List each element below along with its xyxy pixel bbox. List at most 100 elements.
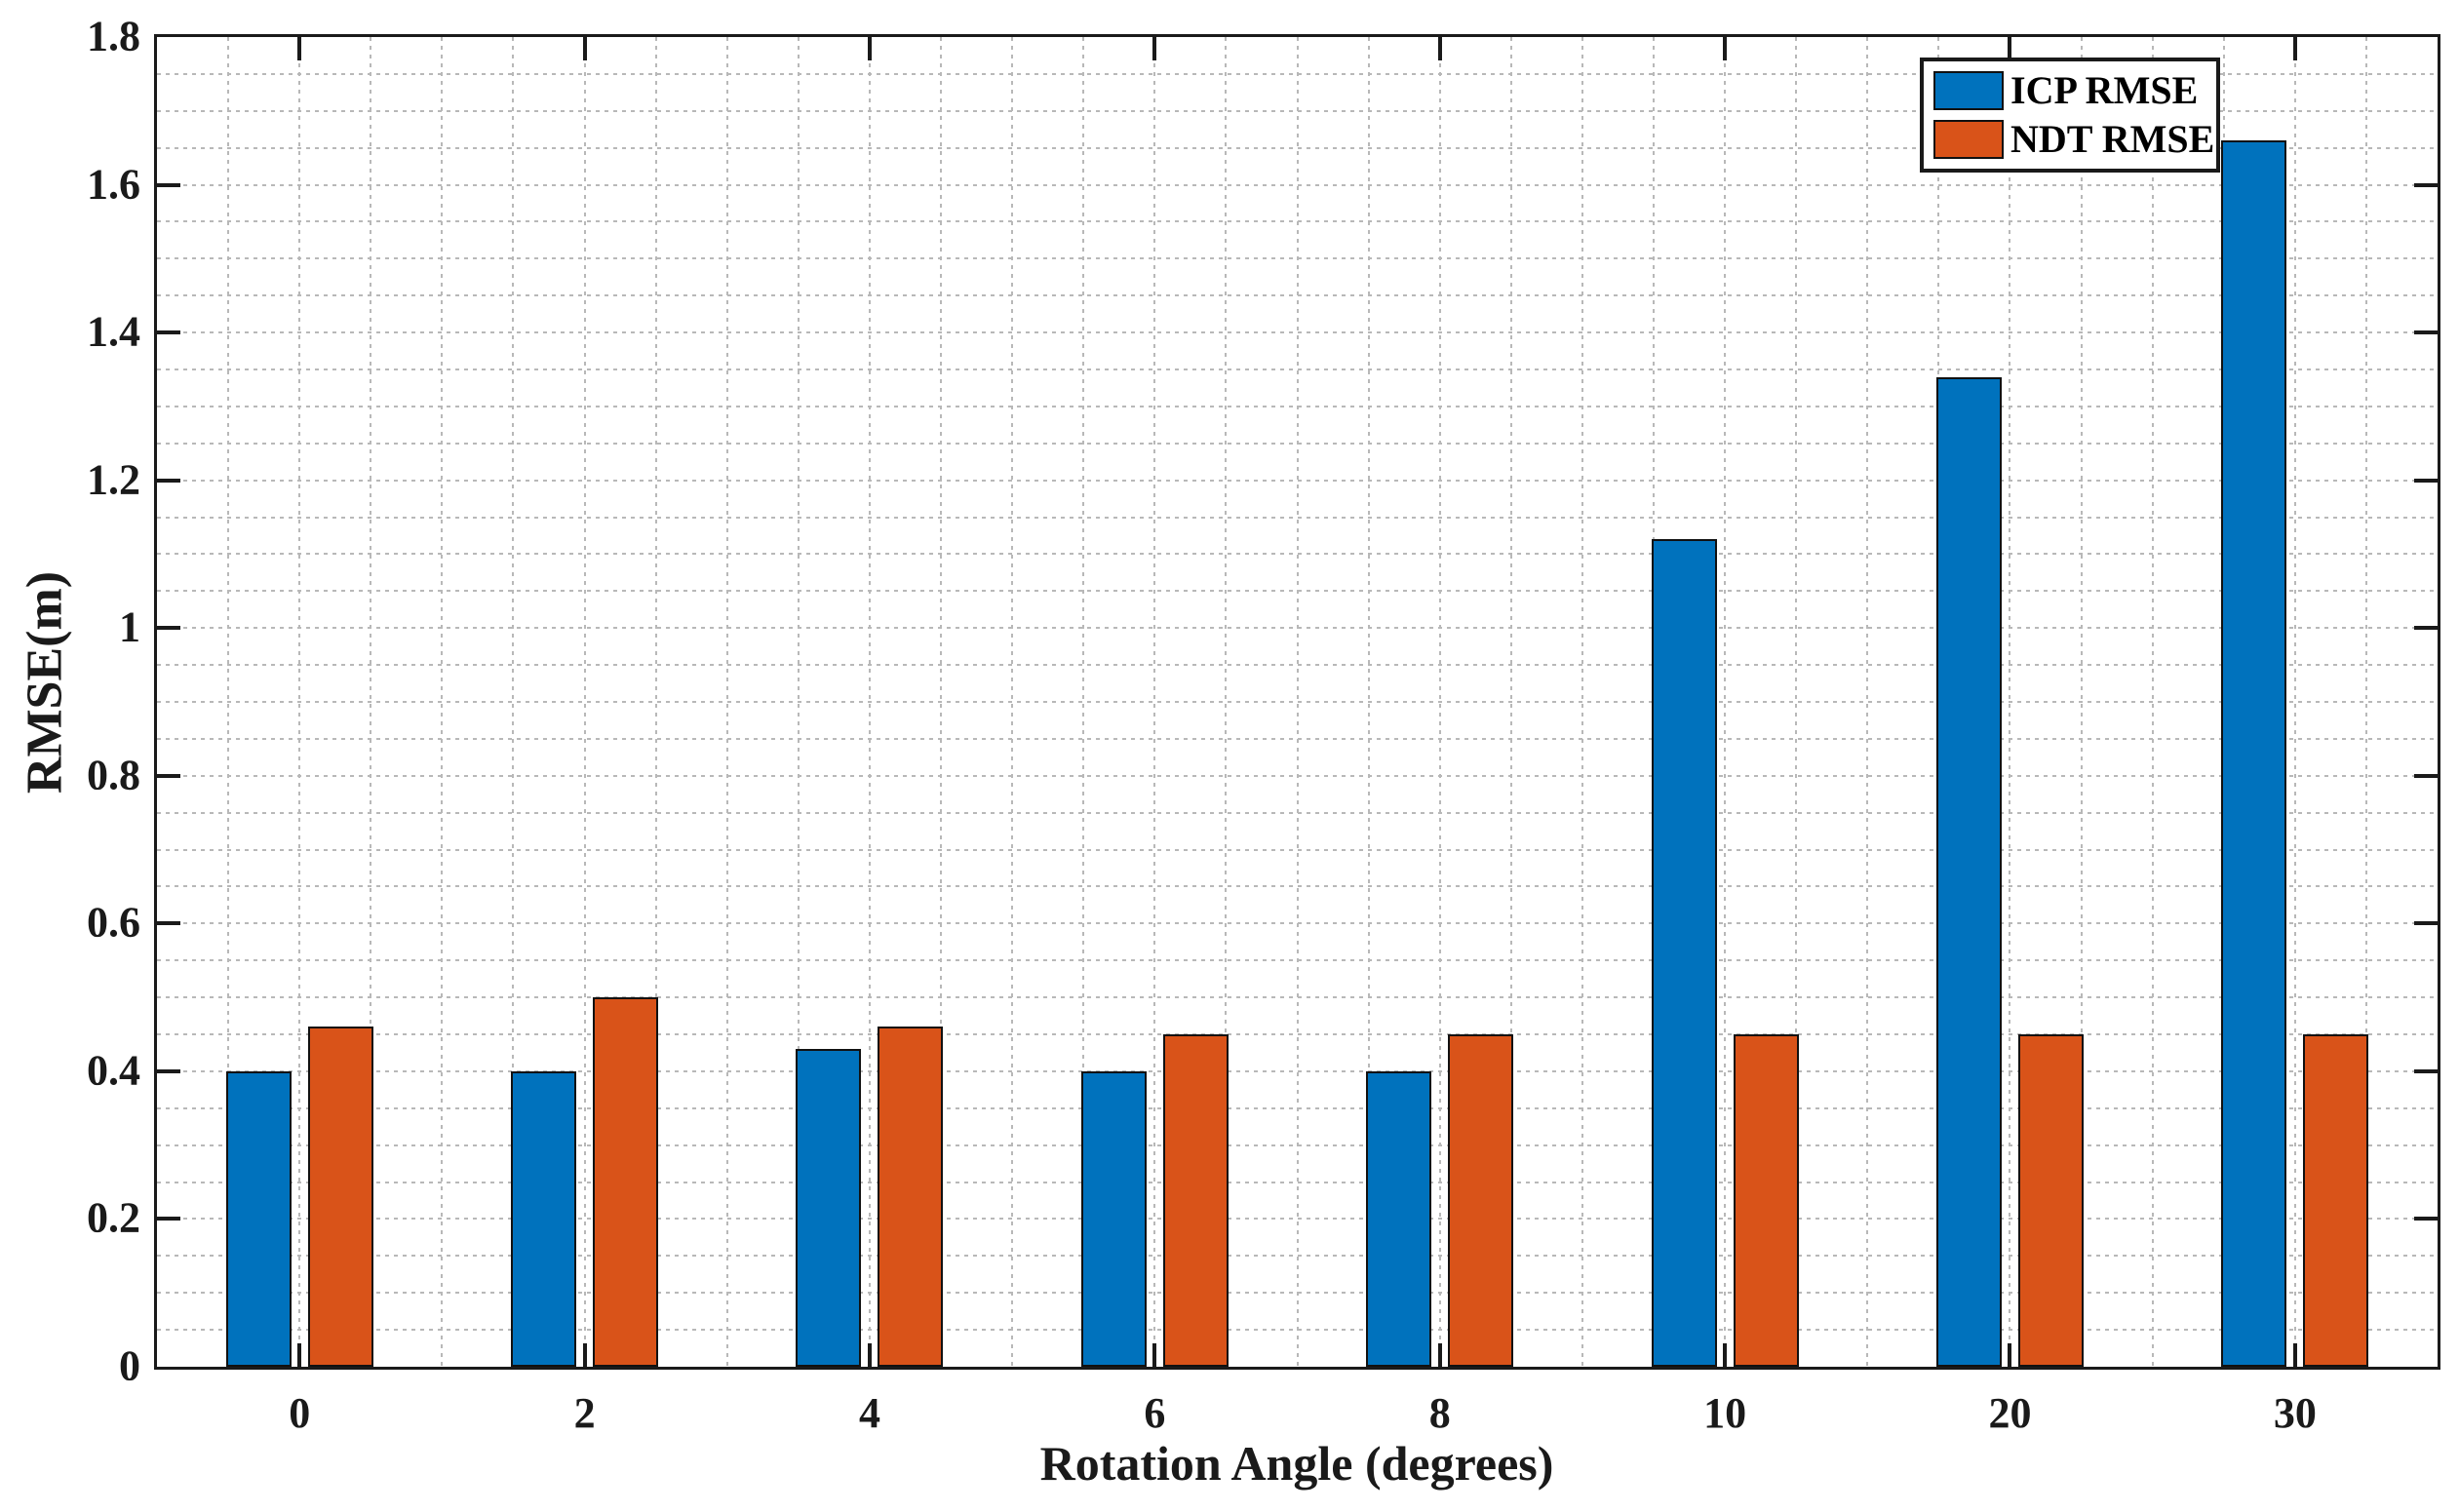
y-major-tick-right: [2414, 921, 2438, 926]
x-major-tick-bottom: [297, 1343, 302, 1367]
x-tick-label: 10: [1703, 1389, 1747, 1437]
y-major-tick-left: [157, 478, 180, 483]
bar-icp-0: [225, 1070, 292, 1367]
y-tick-label: 0.2: [87, 1193, 140, 1242]
x-major-tick-top: [297, 37, 302, 60]
legend-swatch-ndt: [1933, 120, 2004, 159]
bar-ndt-20: [2017, 1034, 2084, 1367]
x-major-tick-bottom: [1152, 1343, 1157, 1367]
y-tick-label: 1.8: [87, 12, 140, 60]
y-tick-label: 1.2: [87, 455, 140, 504]
x-major-tick-top: [582, 37, 587, 60]
y-major-tick-left: [157, 773, 180, 778]
gridline-vertical: [1153, 37, 1156, 1367]
y-major-tick-left: [157, 626, 180, 631]
legend-label-ndt: NDT RMSE: [2010, 117, 2215, 161]
bar-ndt-0: [307, 1027, 373, 1367]
gridline-vertical: [2009, 37, 2011, 1367]
gridline-vertical: [441, 37, 444, 1367]
y-tick-label: 0.4: [87, 1046, 140, 1095]
x-major-tick-bottom: [1723, 1343, 1728, 1367]
gridline-vertical: [1082, 37, 1085, 1367]
x-major-tick-bottom: [1437, 1343, 1442, 1367]
y-tick-label: 1.4: [87, 307, 140, 356]
y-major-tick-right: [2414, 478, 2438, 483]
x-major-tick-bottom: [582, 1343, 587, 1367]
bar-icp-6: [1080, 1070, 1147, 1367]
gridline-vertical: [2364, 37, 2367, 1367]
x-tick-label: 20: [1988, 1389, 2032, 1437]
bar-icp-10: [1651, 539, 1717, 1367]
legend-row-icp: ICP RMSE: [1933, 70, 2208, 111]
y-major-tick-left: [157, 330, 180, 335]
plot-area: [154, 34, 2440, 1370]
legend-row-ndt: NDT RMSE: [1933, 119, 2214, 160]
gridline-vertical: [1367, 37, 1370, 1367]
y-major-tick-right: [2414, 1068, 2438, 1073]
y-major-tick-right: [2414, 626, 2438, 631]
legend-swatch-icp: [1933, 71, 2004, 110]
y-tick-label: 1.6: [87, 160, 140, 209]
gridline-vertical: [583, 37, 586, 1367]
bar-ndt-2: [593, 997, 659, 1367]
y-major-tick-left: [157, 921, 180, 926]
gridline-vertical: [940, 37, 943, 1367]
y-major-tick-right: [2414, 182, 2438, 187]
x-axis-title: Rotation Angle (degrees): [1039, 1436, 1554, 1491]
gridline-vertical: [227, 37, 230, 1367]
x-major-tick-top: [1723, 37, 1728, 60]
gridline-vertical: [1225, 37, 1228, 1367]
x-tick-label: 4: [858, 1389, 880, 1437]
y-major-tick-right: [2414, 330, 2438, 335]
gridline-vertical: [2080, 37, 2083, 1367]
x-major-tick-top: [867, 37, 872, 60]
x-tick-label: 8: [1428, 1389, 1451, 1437]
gridline-vertical: [725, 37, 728, 1367]
y-major-tick-right: [2414, 1217, 2438, 1221]
gridline-vertical: [298, 37, 301, 1367]
y-major-tick-left: [157, 1217, 180, 1221]
bar-ndt-8: [1448, 1034, 1514, 1367]
gridline-vertical: [1724, 37, 1727, 1367]
x-major-tick-top: [2008, 37, 2012, 60]
gridline-vertical: [1866, 37, 1869, 1367]
gridline-vertical: [370, 37, 372, 1367]
gridline-vertical: [2293, 37, 2296, 1367]
gridline-vertical: [654, 37, 657, 1367]
bar-ndt-10: [1733, 1034, 1799, 1367]
x-tick-label: 30: [2273, 1389, 2317, 1437]
gridline-vertical: [1011, 37, 1014, 1367]
gridline-vertical: [1509, 37, 1512, 1367]
gridline-vertical: [1438, 37, 1441, 1367]
gridline-vertical: [868, 37, 871, 1367]
legend-label-icp: ICP RMSE: [2010, 68, 2199, 112]
bar-icp-2: [511, 1070, 577, 1367]
gridline-vertical: [512, 37, 515, 1367]
gridline-vertical: [1296, 37, 1299, 1367]
y-major-tick-left: [157, 182, 180, 187]
bar-ndt-4: [878, 1027, 944, 1367]
y-tick-label: 0.8: [87, 751, 140, 799]
bar-ndt-30: [2303, 1034, 2369, 1367]
legend: ICP RMSE NDT RMSE: [1920, 58, 2220, 173]
gridline-vertical: [797, 37, 800, 1367]
y-tick-label: 0.6: [87, 898, 140, 947]
x-tick-label: 0: [289, 1389, 311, 1437]
x-major-tick-top: [1152, 37, 1157, 60]
y-tick-label: 1: [119, 602, 140, 651]
x-tick-label: 2: [573, 1389, 596, 1437]
bar-icp-4: [796, 1049, 862, 1367]
x-major-tick-top: [1437, 37, 1442, 60]
gridline-vertical: [2151, 37, 2154, 1367]
x-major-tick-bottom: [2292, 1343, 2297, 1367]
x-major-tick-bottom: [867, 1343, 872, 1367]
gridline-vertical: [1795, 37, 1798, 1367]
bar-ndt-6: [1162, 1034, 1229, 1367]
x-major-tick-top: [2292, 37, 2297, 60]
x-tick-label: 6: [1144, 1389, 1166, 1437]
x-major-tick-bottom: [2008, 1343, 2012, 1367]
y-major-tick-right: [2414, 773, 2438, 778]
bar-icp-20: [1935, 376, 2002, 1367]
bar-icp-8: [1366, 1070, 1432, 1367]
